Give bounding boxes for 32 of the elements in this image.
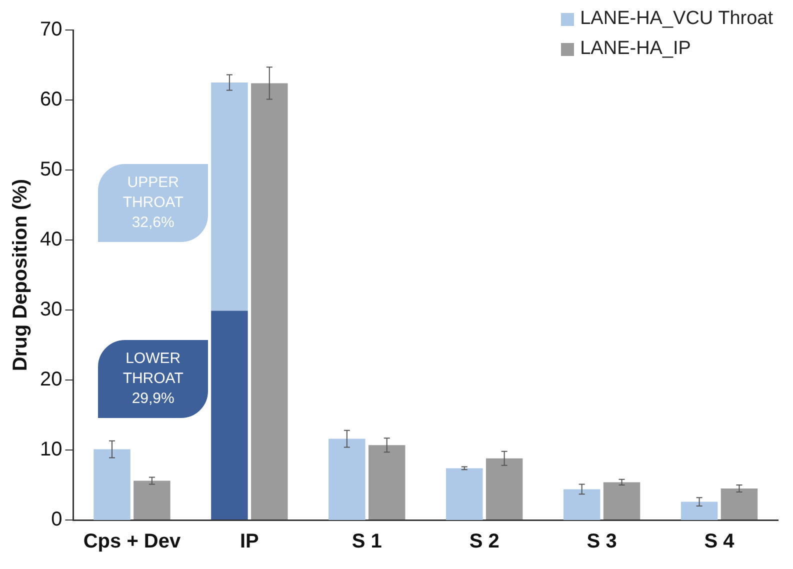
bar xyxy=(211,82,248,311)
y-axis-title: Drug Deposition (%) xyxy=(10,178,32,372)
x-tick-label: S 1 xyxy=(352,530,382,553)
x-tick-label: IP xyxy=(240,530,259,553)
callout-box: LOWER THROAT 29,9% xyxy=(97,339,210,419)
bar xyxy=(251,83,288,520)
y-tick-label: 0 xyxy=(51,508,62,531)
x-tick-label: S 4 xyxy=(704,530,736,553)
bar xyxy=(603,482,640,520)
y-tick-label: 40 xyxy=(40,228,62,251)
x-tick-label: Cps + Dev xyxy=(83,530,182,553)
bar xyxy=(486,458,523,520)
x-tick-label: S 3 xyxy=(586,530,617,553)
y-tick-label: 70 xyxy=(40,18,62,41)
y-tick-label: 50 xyxy=(40,158,62,181)
bar xyxy=(328,438,366,520)
bar xyxy=(134,480,170,520)
bar xyxy=(211,310,248,520)
bar xyxy=(368,445,406,520)
bar xyxy=(446,468,483,520)
y-tick-label: 60 xyxy=(40,88,62,111)
bar xyxy=(720,488,758,520)
y-tick-label: 10 xyxy=(40,438,62,461)
bar xyxy=(563,489,600,520)
x-tick-label: S 2 xyxy=(469,530,500,553)
callout-box: UPPER THROAT 32,6% xyxy=(97,163,210,243)
legend-label: LANE-HA_IP xyxy=(580,38,691,60)
bar xyxy=(680,502,718,520)
y-tick-label: 20 xyxy=(40,368,62,391)
legend-label: LANE-HA_VCU Throat xyxy=(580,8,773,30)
y-tick-label: 30 xyxy=(40,298,62,321)
bar xyxy=(94,449,130,520)
